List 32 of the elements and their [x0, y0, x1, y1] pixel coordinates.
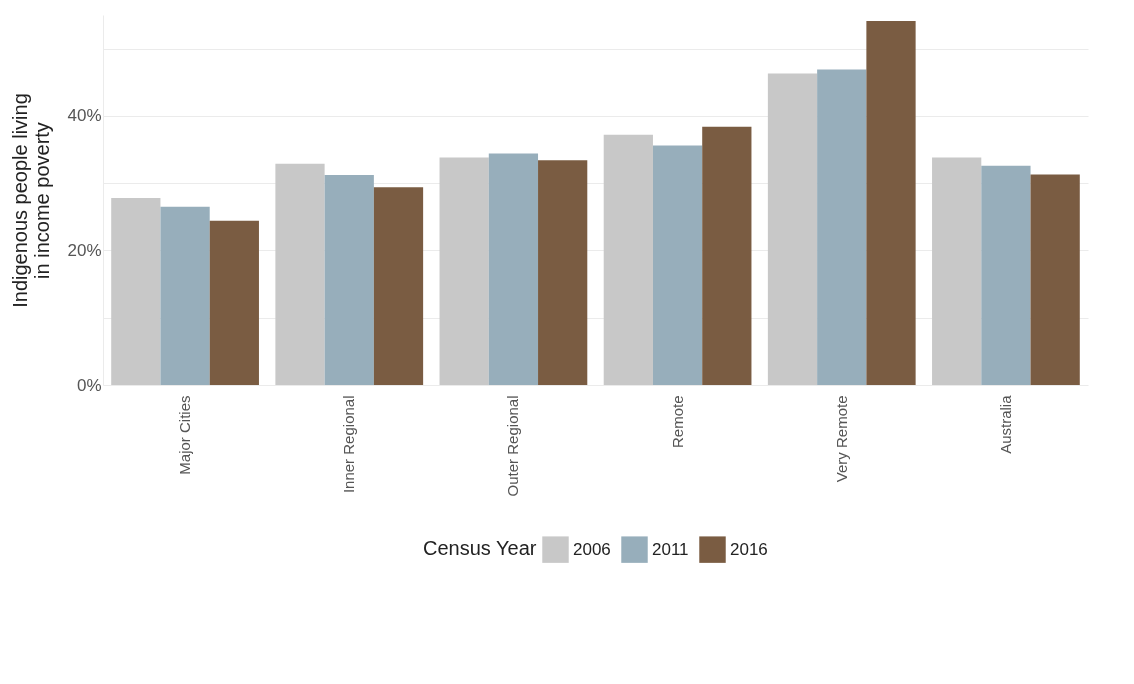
bar [111, 197, 161, 385]
y-tick-label: 20% [67, 240, 102, 260]
x-tick-label: Outer Regional [504, 395, 522, 497]
bar [373, 187, 424, 385]
bar [817, 69, 867, 385]
bar [488, 153, 539, 385]
bar [439, 157, 489, 385]
legend-label: 2016 [730, 539, 768, 559]
bar [209, 220, 259, 385]
bar [981, 165, 1031, 385]
legend-label: 2011 [652, 539, 689, 559]
bar [932, 157, 982, 385]
bar [702, 126, 752, 385]
x-tick-label: Inner Regional [340, 395, 358, 494]
bar [324, 175, 374, 385]
y-tick-label: 40% [67, 106, 102, 126]
bar [275, 163, 325, 385]
y-tick-label: 0% [76, 375, 102, 395]
legend-title: Census Year [423, 537, 537, 559]
bar [160, 206, 210, 385]
bar [603, 134, 653, 385]
bar [767, 73, 818, 385]
y-axis-title: Indigenous people living in income poverty [9, 93, 54, 308]
bar [538, 160, 588, 385]
x-tick-label: Major Cities [176, 395, 194, 475]
bar [866, 21, 916, 385]
x-tick-label: Remote [668, 395, 686, 449]
bar [1030, 174, 1080, 385]
x-tick-label: Australia [996, 394, 1014, 454]
x-tick-label: Very Remote [832, 395, 850, 483]
bar [652, 145, 703, 385]
legend-label: 2006 [573, 539, 611, 559]
